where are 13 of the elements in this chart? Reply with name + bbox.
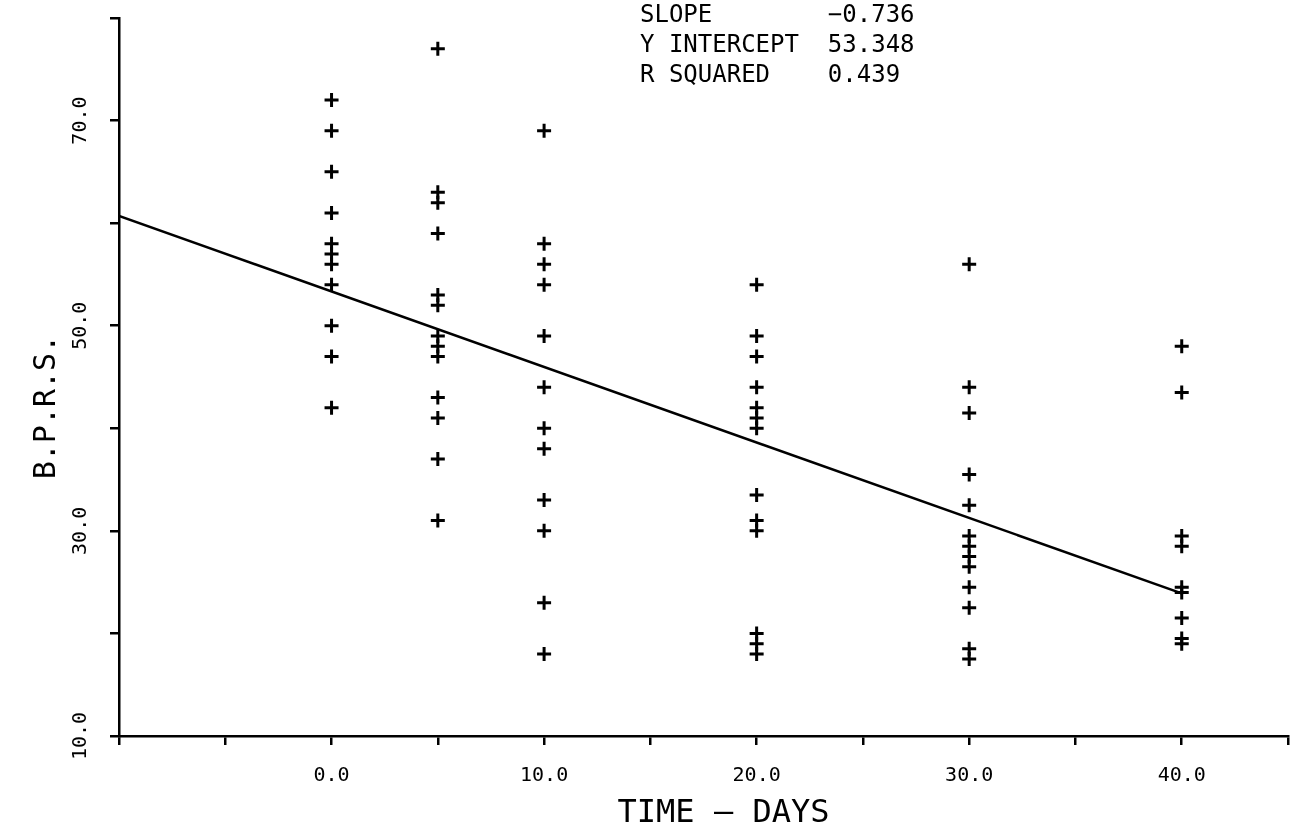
x-tick-label: 10.0 xyxy=(520,762,569,787)
annotation: SLOPE −0.736 xyxy=(640,0,915,29)
x-tick-label: 30.0 xyxy=(945,762,994,787)
annotation: Y INTERCEPT 53.348 xyxy=(640,30,915,59)
y-tick-label: 70.0 xyxy=(67,96,92,145)
x-tick-label: 40.0 xyxy=(1157,762,1206,787)
annotation: R SQUARED 0.439 xyxy=(640,60,901,89)
x-tick-label: 20.0 xyxy=(732,762,781,787)
x-tick-label: 0.0 xyxy=(313,762,350,787)
x-axis-title: TIME — DAYS xyxy=(617,792,830,829)
y-tick-label: 50.0 xyxy=(67,301,92,350)
y-axis-title: B.P.R.S. xyxy=(26,334,62,480)
y-tick-label: 30.0 xyxy=(67,506,92,555)
